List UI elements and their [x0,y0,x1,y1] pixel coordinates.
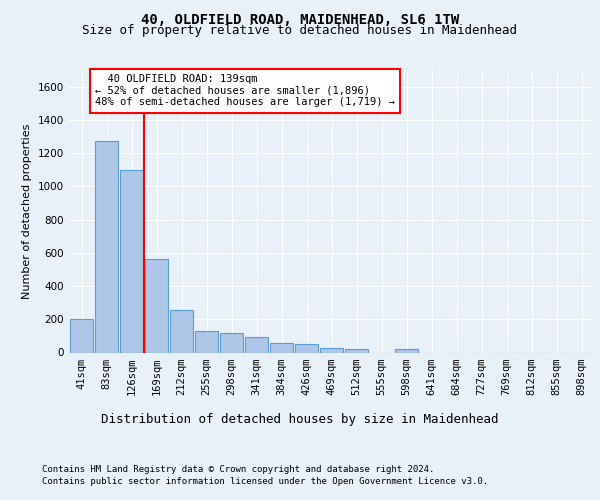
Bar [170,310,193,352]
Text: Contains HM Land Registry data © Crown copyright and database right 2024.: Contains HM Land Registry data © Crown c… [42,465,434,474]
Bar [269,344,293,352]
Bar [295,344,319,352]
Bar [245,336,268,352]
Bar [70,320,94,352]
Bar [395,349,418,352]
Bar [320,348,343,352]
Text: 40 OLDFIELD ROAD: 139sqm
← 52% of detached houses are smaller (1,896)
48% of sem: 40 OLDFIELD ROAD: 139sqm ← 52% of detach… [95,74,395,108]
Text: Contains public sector information licensed under the Open Government Licence v3: Contains public sector information licen… [42,478,488,486]
Text: Distribution of detached houses by size in Maidenhead: Distribution of detached houses by size … [101,412,499,426]
Bar [145,260,169,352]
Bar [95,142,118,352]
Bar [220,332,244,352]
Text: Size of property relative to detached houses in Maidenhead: Size of property relative to detached ho… [83,24,517,37]
Bar [119,170,143,352]
Bar [344,349,368,352]
Bar [194,331,218,352]
Text: 40, OLDFIELD ROAD, MAIDENHEAD, SL6 1TW: 40, OLDFIELD ROAD, MAIDENHEAD, SL6 1TW [141,12,459,26]
Y-axis label: Number of detached properties: Number of detached properties [22,124,32,299]
